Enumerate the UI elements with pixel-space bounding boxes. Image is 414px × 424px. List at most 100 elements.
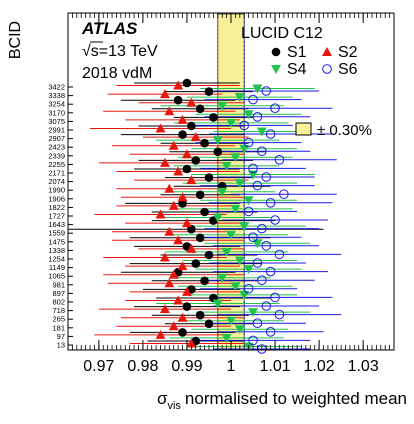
y-tick-label: 13 [57,341,65,350]
data-point-s6 [257,146,267,156]
data-point-s1 [178,130,187,139]
data-point-s2 [173,295,184,305]
data-point-s6 [248,163,258,174]
data-point-s4 [226,230,236,240]
y-tick-label: 1559 [48,229,65,238]
data-point-s1 [178,328,187,337]
legend-label-s1: S1 [287,44,307,61]
y-axis-label: BCID [7,21,24,59]
data-point-s6 [261,172,272,182]
data-point-s4 [239,222,250,232]
data-point-s4 [243,196,254,206]
data-point-s6 [270,215,280,225]
data-point-s2 [155,329,166,339]
data-point-s6 [265,327,276,337]
legend-label-s6: S6 [338,61,358,78]
y-tick-label: 1822 [48,203,65,212]
data-point-s1 [195,310,205,320]
data-point-s6 [248,94,258,105]
y-tick-label: 3254 [48,100,65,109]
y-tick-label: 2171 [48,169,65,178]
data-point-s2 [168,269,179,279]
data-point-s2 [168,321,179,331]
data-point-s6 [252,258,263,268]
y-tick-label: 1475 [48,237,65,246]
y-tick-label: 3422 [48,83,65,92]
data-point-s2 [186,338,197,348]
data-point-s1 [173,95,183,105]
data-point-s2 [177,261,188,271]
data-point-s4 [226,316,236,326]
data-point-s2 [190,132,201,142]
data-point-s2 [181,218,192,228]
data-point-s2 [173,80,184,90]
y-tick-label: 802 [52,298,65,307]
data-point-s6 [261,241,272,251]
data-point-s2 [164,278,175,288]
x-axis-label-text: normalised to weighted mean [185,389,407,408]
y-tick-label: 3075 [48,117,65,126]
data-point-s6 [243,284,254,294]
data-point-s4 [221,247,232,257]
data-point-s4 [248,170,259,180]
x-tick-label: 0.98 [127,358,158,375]
y-tick-label: 981 [52,280,65,289]
data-point-s2 [164,226,175,236]
data-point-s4 [226,118,236,128]
y-tick-label: 3338 [48,91,65,100]
data-point-s6 [248,232,258,242]
data-point-s1 [209,113,218,122]
data-point-s2 [155,123,166,133]
data-point-s1 [200,138,209,148]
legend-marker-s4 [271,65,281,74]
data-point-s1 [182,78,192,88]
data-point-s6 [257,223,267,234]
band-legend-swatch [295,122,312,136]
y-tick-label: 1065 [48,272,65,281]
x-axis-label-subscript: vis [167,400,181,412]
data-point-s4 [230,204,241,214]
data-point-s6 [261,86,272,96]
data-point-s1 [209,216,218,225]
data-point-s6 [243,137,254,148]
y-tick-label: 181 [52,323,65,332]
x-axis-label: σvis normalised to weighted mean [157,389,407,412]
data-point-s6 [274,249,285,260]
plot-area [67,12,395,354]
data-point-s4 [217,101,228,111]
data-point-s4 [243,110,254,120]
y-tick-label: 1906 [48,194,65,203]
x-tick-label: 1 [227,358,236,375]
data-point-s6 [274,309,285,320]
data-point-s4 [217,187,228,197]
data-point-s4 [234,179,245,189]
data-point-s6 [239,120,250,131]
data-point-s4 [230,153,241,163]
dataset-label: 2018 vdM [82,65,152,82]
data-point-s2 [168,140,179,150]
data-point-s1 [191,259,201,268]
data-point-s1 [191,156,201,165]
data-point-s2 [155,209,166,219]
x-tick-label: 0.99 [171,358,202,375]
data-point-s2 [159,304,170,314]
data-point-s4 [212,299,223,309]
data-point-s4 [212,213,223,223]
y-tick-label: 1727 [48,212,65,221]
data-point-s1 [195,104,205,114]
data-point-s4 [221,161,232,171]
data-point-s6 [270,103,280,113]
y-tick-label: 265 [52,315,65,324]
y-tick-label: 2907 [48,134,65,143]
y-tick-label: 1254 [48,255,65,264]
data-point-s4 [221,333,232,343]
x-tick-label: 1.01 [259,358,290,375]
experiment-label: ATLAS [81,19,138,38]
data-point-s2 [159,157,170,167]
data-point-s2 [173,235,184,245]
y-tick-label: 1990 [48,186,65,195]
data-point-s6 [261,301,272,311]
x-tick-label: 1.03 [348,358,379,375]
data-point-s6 [243,206,254,217]
